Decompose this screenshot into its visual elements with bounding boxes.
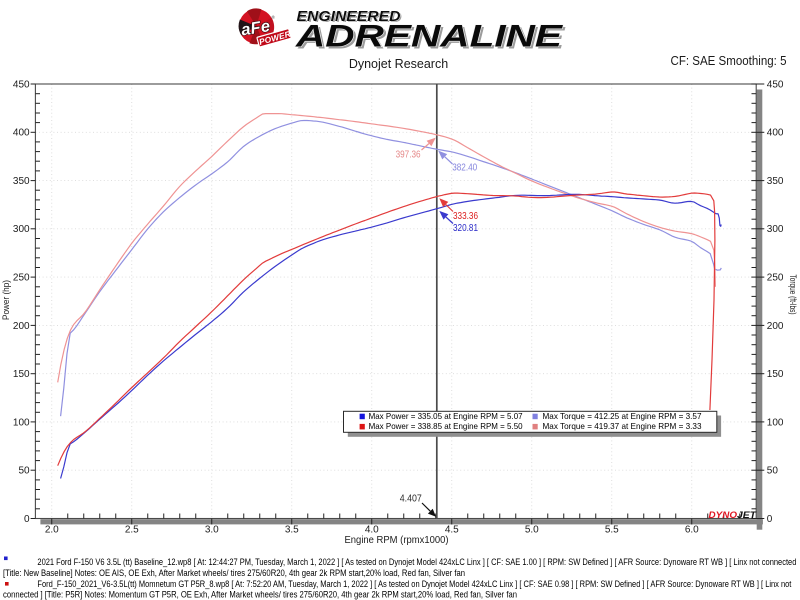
svg-text:382.40: 382.40 [452, 162, 477, 174]
svg-text:2.5: 2.5 [125, 525, 139, 536]
svg-text:450: 450 [767, 79, 784, 90]
svg-text:2021 Ford F-150 V6 3.5L (tt) B: 2021 Ford F-150 V6 3.5L (tt) Baseline_12… [37, 557, 796, 567]
svg-text:Engine RPM (rpmx1000): Engine RPM (rpmx1000) [345, 535, 449, 546]
svg-text:450: 450 [13, 79, 30, 90]
svg-text:4.0: 4.0 [365, 525, 379, 536]
svg-text:0: 0 [24, 514, 30, 525]
svg-text:4.407: 4.407 [400, 493, 422, 505]
svg-text:6.0: 6.0 [685, 525, 699, 536]
svg-text:3.5: 3.5 [285, 525, 299, 536]
svg-text:0: 0 [767, 514, 773, 525]
svg-text:250: 250 [13, 273, 30, 284]
svg-text:Max Torque = 412.25 at Engine: Max Torque = 412.25 at Engine RPM = 3.57 [543, 411, 702, 421]
svg-text:Torque (ft-lbs): Torque (ft-lbs) [788, 275, 798, 315]
svg-text:320.81: 320.81 [453, 222, 478, 234]
svg-text:CF: SAE Smoothing: 5: CF: SAE Smoothing: 5 [671, 54, 787, 68]
svg-text:connected ] [Title: P5R] Note: connected ] [Title: P5R] Notes: Momentum… [3, 590, 517, 600]
svg-text:Max Power = 338.85 at Engine R: Max Power = 338.85 at Engine RPM = 5.50 [369, 421, 523, 431]
svg-text:50: 50 [767, 466, 779, 477]
svg-text:150: 150 [13, 369, 30, 380]
svg-text:300: 300 [767, 224, 784, 235]
svg-text:100: 100 [13, 417, 30, 428]
svg-text:aFe: aFe [240, 17, 272, 39]
svg-text:5.5: 5.5 [605, 525, 619, 536]
svg-text:4.5: 4.5 [445, 525, 459, 536]
svg-text:400: 400 [13, 128, 30, 139]
svg-text:333.36: 333.36 [453, 210, 478, 222]
svg-text:Dynojet Research: Dynojet Research [349, 57, 448, 71]
svg-text:350: 350 [13, 176, 30, 187]
svg-text:JET: JET [737, 510, 757, 521]
svg-text:3.0: 3.0 [205, 525, 219, 536]
svg-text:Ford_F-150_2021_V6-3.5L(tt) Mo: Ford_F-150_2021_V6-3.5L(tt) Momnetum GT … [37, 579, 791, 589]
svg-text:Max Torque = 419.37 at Engine: Max Torque = 419.37 at Engine RPM = 3.33 [543, 421, 702, 431]
svg-text:100: 100 [767, 417, 784, 428]
svg-text:Power (hp): Power (hp) [1, 280, 11, 320]
svg-text:2.0: 2.0 [45, 525, 59, 536]
svg-text:200: 200 [767, 321, 784, 332]
svg-text:®: ® [272, 14, 276, 20]
svg-text:350: 350 [767, 176, 784, 187]
svg-text:ENGINEERED: ENGINEERED [297, 9, 402, 25]
svg-text:5.0: 5.0 [525, 525, 539, 536]
svg-text:ADRENALINE: ADRENALINE [297, 19, 566, 55]
svg-text:150: 150 [767, 369, 784, 380]
svg-text:250: 250 [767, 273, 784, 284]
svg-text:[Title: New Baseline] Notes:: [Title: New Baseline] Notes: OE AIS, OE … [3, 568, 465, 578]
svg-text:Max Power = 335.05 at Engine R: Max Power = 335.05 at Engine RPM = 5.07 [369, 411, 523, 421]
svg-text:400: 400 [767, 128, 784, 139]
svg-text:ADRENALINE: ADRENALINE [295, 18, 564, 54]
svg-text:DYNO: DYNO [709, 510, 738, 521]
svg-text:397.36: 397.36 [396, 149, 421, 161]
svg-text:200: 200 [13, 321, 30, 332]
svg-text:50: 50 [18, 466, 30, 477]
svg-text:300: 300 [13, 224, 30, 235]
svg-text:ENGINEERED: ENGINEERED [298, 10, 403, 26]
